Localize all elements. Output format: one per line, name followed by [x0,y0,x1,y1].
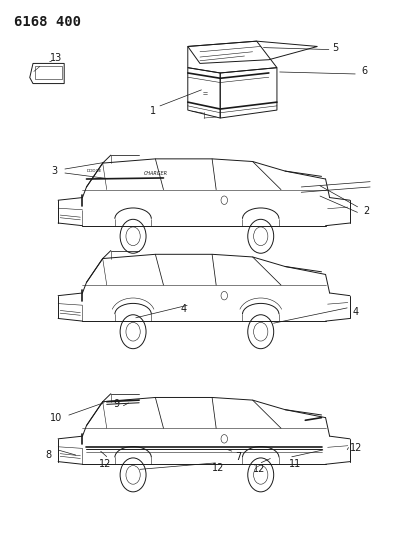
Text: 7: 7 [235,453,242,463]
Text: 12: 12 [253,464,265,474]
Text: 6168 400: 6168 400 [13,14,80,29]
Text: 8: 8 [45,450,51,460]
Text: 9: 9 [114,399,120,409]
Text: 6: 6 [361,67,367,76]
Text: 4: 4 [181,304,187,314]
Text: 12: 12 [212,463,224,473]
Text: CHARGER: CHARGER [143,171,167,176]
Text: 2: 2 [363,206,369,216]
Text: 12: 12 [350,443,362,453]
Text: 11: 11 [289,459,301,469]
Text: 10: 10 [50,413,62,423]
Text: 12: 12 [99,459,111,469]
Text: 5: 5 [333,43,339,53]
Text: DODGE: DODGE [87,169,102,173]
Text: 3: 3 [51,166,57,176]
Text: 4: 4 [353,306,359,317]
Text: 1: 1 [150,106,156,116]
Text: 13: 13 [50,53,62,63]
